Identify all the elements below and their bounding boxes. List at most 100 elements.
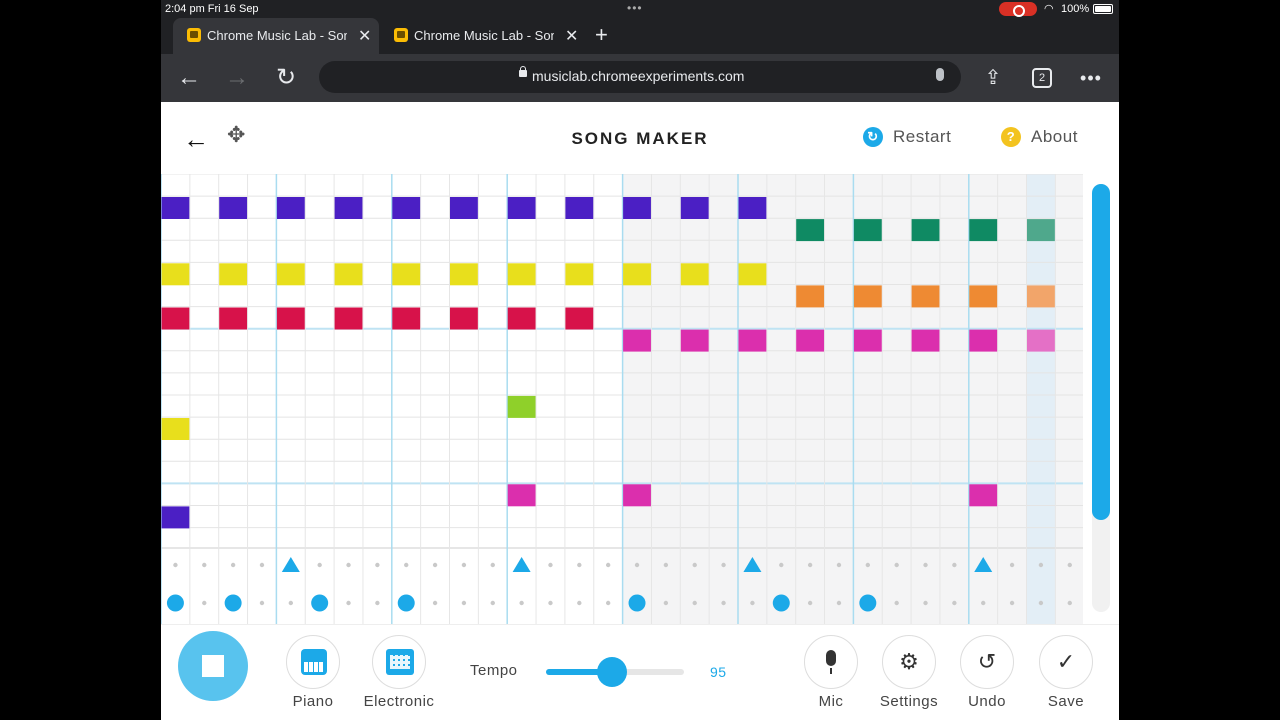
music-lab-favicon-icon [394,28,408,42]
percussion-dot [1009,600,1015,606]
percussion-dot [259,600,265,606]
gear-icon: ⚙ [899,649,919,674]
checkmark-icon: ✓ [1056,649,1076,674]
note-block [623,484,651,507]
note-block [161,197,190,219]
electronic-button[interactable] [372,635,426,689]
more-menu-icon[interactable]: ••• [1080,68,1102,88]
note-block [969,484,998,507]
note-block [392,263,421,286]
tab-song-maker-1[interactable]: Chrome Music Lab - Song Maker ✕ [173,18,379,54]
percussion-dot [404,562,409,568]
note-block [796,285,825,308]
reload-icon[interactable]: ↻ [275,64,297,91]
voice-search-icon[interactable] [936,68,944,81]
percussion-dot [836,562,842,568]
forward-arrow-icon[interactable]: → [225,64,249,91]
new-tab-icon[interactable]: + [595,22,608,47]
note-block [738,263,767,286]
undo-button[interactable]: ↺ [960,635,1014,689]
scrollbar-thumb[interactable] [1092,184,1110,520]
percussion-dot [461,600,467,606]
percussion-dot [663,562,669,568]
note-block [853,285,882,308]
percussion-dot [1067,562,1072,568]
grid-canvas[interactable] [161,174,1083,624]
percussion-circle [224,594,242,612]
tab-count-icon[interactable]: 2 [1032,68,1052,88]
percussion-dot [865,562,871,568]
percussion-dot [548,562,553,568]
tab-song-maker-2[interactable]: Chrome Music Lab - Song Maker ✕ [380,18,586,54]
song-grid[interactable] [161,174,1083,624]
mic-button[interactable] [804,635,858,689]
tab-title: Chrome Music Lab - Song Maker [207,28,347,43]
percussion-dot [923,600,928,606]
note-block [853,329,882,352]
percussion-dot [605,600,611,606]
percussion-dot [202,562,207,568]
note-block [969,285,998,308]
note-block [450,307,478,330]
music-lab-favicon-icon [187,28,201,42]
percussion-triangle [281,557,300,572]
app-header: ← ✥ SONG MAKER ↻ Restart ? About [161,102,1119,174]
close-tab-icon[interactable]: ✕ [358,28,372,45]
save-button[interactable]: ✓ [1039,635,1093,689]
back-icon[interactable]: ← [183,124,209,154]
about-button[interactable]: ? About [1001,126,1091,150]
note-block [392,197,421,219]
percussion-dot [923,562,928,568]
note-block [507,307,536,330]
stop-button[interactable] [178,631,248,701]
move-arrows-icon[interactable]: ✥ [227,122,246,147]
battery-percent: 100% [1061,3,1090,15]
percussion-dot [1009,562,1015,568]
restart-button[interactable]: ↻ Restart [863,126,963,150]
percussion-dot [202,600,207,606]
note-block [507,197,536,219]
multitasking-dots-icon[interactable]: ••• [627,1,643,15]
note-block [219,197,248,219]
note-block [450,197,478,219]
percussion-dot [577,562,582,568]
percussion-dot [490,562,495,568]
note-block [392,307,421,330]
restart-label: Restart [893,127,952,146]
percussion-dot [548,600,553,606]
note-block [969,329,998,352]
percussion-dot [1067,600,1072,606]
percussion-dot [894,600,899,606]
percussion-dot [317,562,322,568]
share-icon[interactable]: ⇪ [984,67,1002,89]
settings-button[interactable]: ⚙ [882,635,936,689]
percussion-dot [288,600,294,606]
lock-icon [519,66,527,77]
back-arrow-icon[interactable]: ← [177,64,201,91]
note-block [1027,285,1055,308]
tempo-value: 95 [710,664,727,680]
note-block [623,329,651,352]
percussion-dot [490,600,495,606]
address-bar[interactable]: musiclab.chromeexperiments.com [319,61,961,93]
note-block [507,395,536,418]
percussion-dot [432,562,438,568]
percussion-dot [663,600,669,606]
note-block [565,307,594,330]
piano-button[interactable] [286,635,340,689]
tempo-label: Tempo [470,662,518,679]
playhead-column [1026,174,1056,624]
note-block [911,285,940,308]
note-block [276,197,305,219]
note-block [680,263,709,286]
undo-label: Undo [968,693,1006,710]
note-block [450,263,478,286]
settings-label: Settings [879,693,939,710]
percussion-triangle [512,557,531,572]
percussion-circle [397,594,415,612]
note-block [1027,329,1055,352]
percussion-dot [894,562,899,568]
tempo-slider-knob[interactable] [597,657,628,687]
close-tab-icon[interactable]: ✕ [565,28,579,45]
